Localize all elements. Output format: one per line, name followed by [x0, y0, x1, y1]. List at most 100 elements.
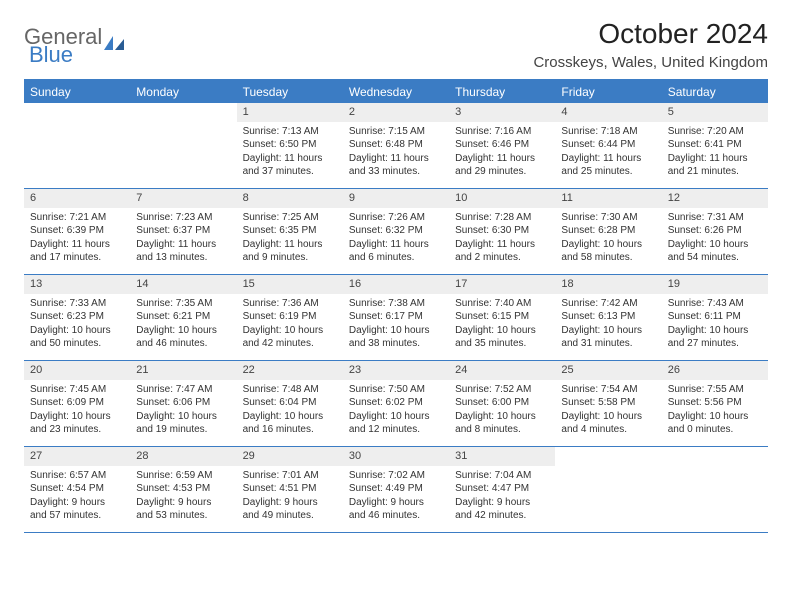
calendar-cell: 30Sunrise: 7:02 AMSunset: 4:49 PMDayligh… [343, 447, 449, 533]
day-number: 6 [24, 189, 130, 208]
calendar-cell: 23Sunrise: 7:50 AMSunset: 6:02 PMDayligh… [343, 361, 449, 447]
day-details: Sunrise: 7:20 AMSunset: 6:41 PMDaylight:… [662, 122, 768, 183]
calendar-cell: 29Sunrise: 7:01 AMSunset: 4:51 PMDayligh… [237, 447, 343, 533]
logo-sails-icon [104, 30, 126, 44]
day-details: Sunrise: 7:23 AMSunset: 6:37 PMDaylight:… [130, 208, 236, 269]
day-number: 27 [24, 447, 130, 466]
day-header: Wednesday [343, 81, 449, 103]
calendar-cell: 21Sunrise: 7:47 AMSunset: 6:06 PMDayligh… [130, 361, 236, 447]
day-number: 9 [343, 189, 449, 208]
day-number: 28 [130, 447, 236, 466]
calendar-cell: 1Sunrise: 7:13 AMSunset: 6:50 PMDaylight… [237, 103, 343, 189]
calendar-cell: 11Sunrise: 7:30 AMSunset: 6:28 PMDayligh… [555, 189, 661, 275]
calendar-cell: 22Sunrise: 7:48 AMSunset: 6:04 PMDayligh… [237, 361, 343, 447]
day-number: 16 [343, 275, 449, 294]
calendar-cell: 3Sunrise: 7:16 AMSunset: 6:46 PMDaylight… [449, 103, 555, 189]
day-details: Sunrise: 7:45 AMSunset: 6:09 PMDaylight:… [24, 380, 130, 441]
day-number: 8 [237, 189, 343, 208]
calendar-cell: 25Sunrise: 7:54 AMSunset: 5:58 PMDayligh… [555, 361, 661, 447]
calendar-cell: 6Sunrise: 7:21 AMSunset: 6:39 PMDaylight… [24, 189, 130, 275]
day-details: Sunrise: 7:04 AMSunset: 4:47 PMDaylight:… [449, 466, 555, 527]
calendar-cell: 7Sunrise: 7:23 AMSunset: 6:37 PMDaylight… [130, 189, 236, 275]
day-number: 7 [130, 189, 236, 208]
calendar-cell: 26Sunrise: 7:55 AMSunset: 5:56 PMDayligh… [662, 361, 768, 447]
day-number: 1 [237, 103, 343, 122]
day-details: Sunrise: 7:30 AMSunset: 6:28 PMDaylight:… [555, 208, 661, 269]
day-number: 22 [237, 361, 343, 380]
day-number: 10 [449, 189, 555, 208]
calendar-cell: 17Sunrise: 7:40 AMSunset: 6:15 PMDayligh… [449, 275, 555, 361]
day-header: Sunday [24, 81, 130, 103]
calendar-cell: 31Sunrise: 7:04 AMSunset: 4:47 PMDayligh… [449, 447, 555, 533]
day-number: 4 [555, 103, 661, 122]
day-number: 5 [662, 103, 768, 122]
calendar-cell: 9Sunrise: 7:26 AMSunset: 6:32 PMDaylight… [343, 189, 449, 275]
calendar-cell: 19Sunrise: 7:43 AMSunset: 6:11 PMDayligh… [662, 275, 768, 361]
day-details: Sunrise: 6:57 AMSunset: 4:54 PMDaylight:… [24, 466, 130, 527]
day-header: Friday [555, 81, 661, 103]
day-details: Sunrise: 7:38 AMSunset: 6:17 PMDaylight:… [343, 294, 449, 355]
day-details: Sunrise: 7:01 AMSunset: 4:51 PMDaylight:… [237, 466, 343, 527]
calendar-cell: 13Sunrise: 7:33 AMSunset: 6:23 PMDayligh… [24, 275, 130, 361]
day-number: 29 [237, 447, 343, 466]
calendar-cell: 2Sunrise: 7:15 AMSunset: 6:48 PMDaylight… [343, 103, 449, 189]
day-number: 21 [130, 361, 236, 380]
location: Crosskeys, Wales, United Kingdom [533, 54, 768, 71]
header: General October 2024 Crosskeys, Wales, U… [24, 18, 768, 71]
day-number: 18 [555, 275, 661, 294]
day-number: 2 [343, 103, 449, 122]
day-number: 20 [24, 361, 130, 380]
calendar-cell: 10Sunrise: 7:28 AMSunset: 6:30 PMDayligh… [449, 189, 555, 275]
day-details: Sunrise: 7:15 AMSunset: 6:48 PMDaylight:… [343, 122, 449, 183]
day-details: Sunrise: 7:42 AMSunset: 6:13 PMDaylight:… [555, 294, 661, 355]
day-details: Sunrise: 7:35 AMSunset: 6:21 PMDaylight:… [130, 294, 236, 355]
calendar-cell [662, 447, 768, 533]
day-details: Sunrise: 7:28 AMSunset: 6:30 PMDaylight:… [449, 208, 555, 269]
calendar-cell: 24Sunrise: 7:52 AMSunset: 6:00 PMDayligh… [449, 361, 555, 447]
calendar-cell: 15Sunrise: 7:36 AMSunset: 6:19 PMDayligh… [237, 275, 343, 361]
day-details: Sunrise: 7:31 AMSunset: 6:26 PMDaylight:… [662, 208, 768, 269]
day-number: 24 [449, 361, 555, 380]
day-details: Sunrise: 7:52 AMSunset: 6:00 PMDaylight:… [449, 380, 555, 441]
day-header: Monday [130, 81, 236, 103]
calendar-header-row: SundayMondayTuesdayWednesdayThursdayFrid… [24, 81, 768, 103]
day-number: 25 [555, 361, 661, 380]
day-number: 23 [343, 361, 449, 380]
day-details: Sunrise: 7:33 AMSunset: 6:23 PMDaylight:… [24, 294, 130, 355]
day-details: Sunrise: 7:50 AMSunset: 6:02 PMDaylight:… [343, 380, 449, 441]
calendar-cell [130, 103, 236, 189]
calendar-cell [24, 103, 130, 189]
day-details: Sunrise: 7:47 AMSunset: 6:06 PMDaylight:… [130, 380, 236, 441]
calendar-body: 1Sunrise: 7:13 AMSunset: 6:50 PMDaylight… [24, 103, 768, 533]
calendar-cell: 20Sunrise: 7:45 AMSunset: 6:09 PMDayligh… [24, 361, 130, 447]
title-block: October 2024 Crosskeys, Wales, United Ki… [533, 18, 768, 71]
day-number: 19 [662, 275, 768, 294]
day-number: 12 [662, 189, 768, 208]
day-details: Sunrise: 7:25 AMSunset: 6:35 PMDaylight:… [237, 208, 343, 269]
day-number: 31 [449, 447, 555, 466]
day-number: 14 [130, 275, 236, 294]
day-details: Sunrise: 7:40 AMSunset: 6:15 PMDaylight:… [449, 294, 555, 355]
calendar-cell: 14Sunrise: 7:35 AMSunset: 6:21 PMDayligh… [130, 275, 236, 361]
calendar-cell [555, 447, 661, 533]
day-number: 3 [449, 103, 555, 122]
day-number: 17 [449, 275, 555, 294]
day-number: 30 [343, 447, 449, 466]
calendar-cell: 27Sunrise: 6:57 AMSunset: 4:54 PMDayligh… [24, 447, 130, 533]
day-details: Sunrise: 7:18 AMSunset: 6:44 PMDaylight:… [555, 122, 661, 183]
day-details: Sunrise: 7:21 AMSunset: 6:39 PMDaylight:… [24, 208, 130, 269]
calendar-cell: 12Sunrise: 7:31 AMSunset: 6:26 PMDayligh… [662, 189, 768, 275]
calendar-cell: 8Sunrise: 7:25 AMSunset: 6:35 PMDaylight… [237, 189, 343, 275]
day-number: 26 [662, 361, 768, 380]
day-details: Sunrise: 7:36 AMSunset: 6:19 PMDaylight:… [237, 294, 343, 355]
calendar-cell: 5Sunrise: 7:20 AMSunset: 6:41 PMDaylight… [662, 103, 768, 189]
day-header: Saturday [662, 81, 768, 103]
calendar-cell: 28Sunrise: 6:59 AMSunset: 4:53 PMDayligh… [130, 447, 236, 533]
day-details: Sunrise: 7:26 AMSunset: 6:32 PMDaylight:… [343, 208, 449, 269]
logo-blue: Blue [29, 42, 73, 68]
day-details: Sunrise: 7:13 AMSunset: 6:50 PMDaylight:… [237, 122, 343, 183]
day-number: 13 [24, 275, 130, 294]
day-details: Sunrise: 7:54 AMSunset: 5:58 PMDaylight:… [555, 380, 661, 441]
month-title: October 2024 [533, 18, 768, 50]
day-header: Thursday [449, 81, 555, 103]
